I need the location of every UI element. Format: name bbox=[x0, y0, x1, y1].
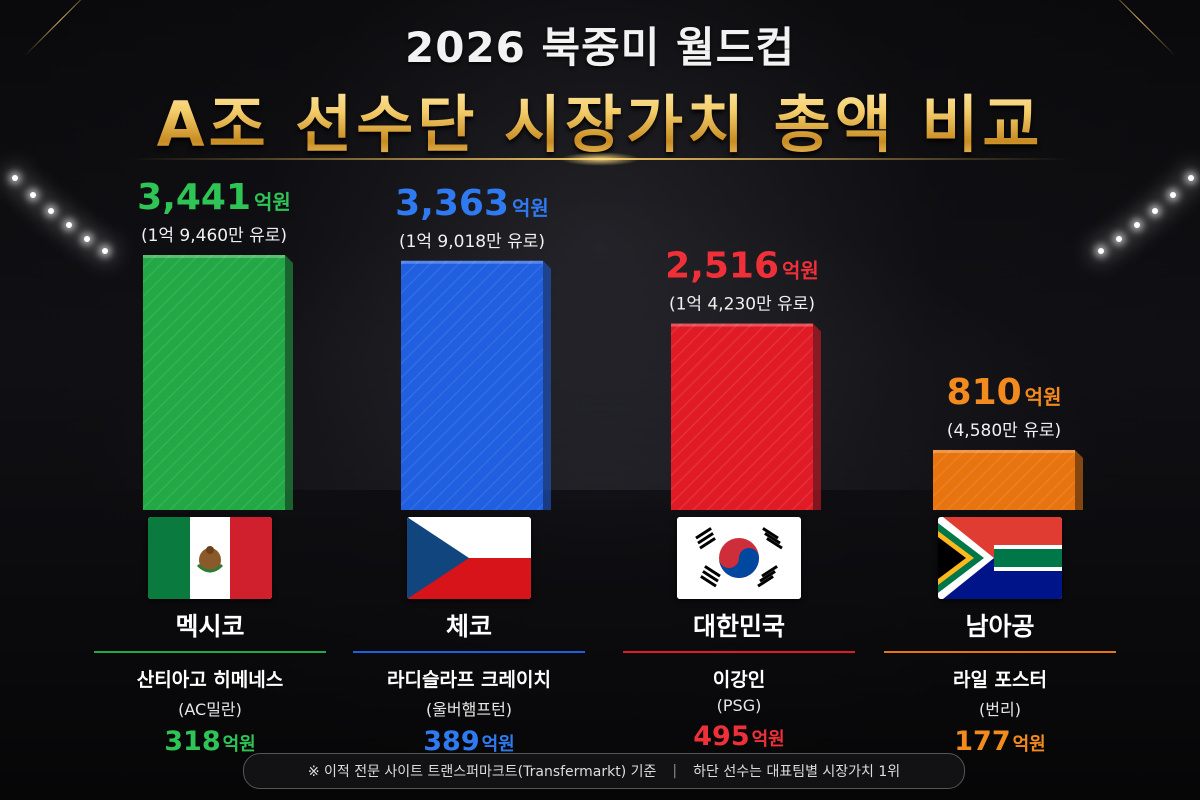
country-divider bbox=[353, 651, 585, 653]
player-value-number: 389 bbox=[423, 726, 480, 757]
player-value-number: 495 bbox=[693, 721, 750, 752]
stadium-light bbox=[102, 248, 108, 254]
bar-side bbox=[813, 323, 821, 510]
country-name: 멕시코 bbox=[175, 612, 245, 641]
bar-value-label: 3,363 억원 bbox=[395, 183, 549, 224]
title-line-2: A조 선수단 시장가치 총액 비교 bbox=[0, 74, 1200, 164]
country-divider bbox=[884, 651, 1116, 653]
bar-euro-label: (4,580만 유로) bbox=[947, 421, 1061, 441]
stadium-light bbox=[66, 222, 72, 228]
stadium-light bbox=[30, 192, 36, 198]
bar-value-number: 810 bbox=[947, 372, 1022, 413]
south-africa-flag-icon bbox=[938, 517, 1062, 599]
footnote-separator: | bbox=[672, 763, 678, 779]
player-value: 389 억원 bbox=[349, 726, 589, 757]
bar-euro-label: (1억 4,230만 유로) bbox=[669, 295, 815, 315]
player-value-number: 177 bbox=[954, 726, 1011, 757]
player-value-number: 318 bbox=[164, 726, 221, 757]
bar-chart: 3,441 억원(1억 9,460만 유로)3,363 억원(1억 9,018만 유… bbox=[137, 177, 1083, 510]
bar-texture bbox=[933, 449, 1075, 510]
bar-2 bbox=[671, 323, 821, 510]
country-block-mexico: 멕시코 산티아고 히메네스 (AC밀란) 318 억원 bbox=[90, 517, 330, 757]
stadium-light bbox=[1098, 248, 1104, 254]
bar-value-unit: 억원 bbox=[1025, 385, 1062, 409]
bar-value-unit: 억원 bbox=[254, 190, 291, 214]
country-name: 대한민국 bbox=[692, 612, 785, 641]
title-line-1: 2026 북중미 월드컵 bbox=[405, 23, 795, 72]
bar-3 bbox=[933, 449, 1083, 510]
stadium-light bbox=[1188, 175, 1194, 181]
title-underline-glow bbox=[560, 152, 640, 166]
player-name: 라디슬라프 크레이치 bbox=[387, 669, 551, 691]
bar-value-number: 3,363 bbox=[395, 183, 509, 224]
bar-side bbox=[1075, 449, 1083, 510]
bar-value-unit: 억원 bbox=[512, 196, 549, 220]
bar-value-number: 3,441 bbox=[137, 177, 251, 218]
source-footnote: ※ 이적 전문 사이트 트랜스퍼마크트(Transfermarkt) 기준 | … bbox=[243, 753, 965, 789]
country-divider bbox=[94, 651, 326, 653]
country-block-south-africa: 남아공 라일 포스터 (번리) 177 억원 bbox=[880, 517, 1120, 757]
bar-1 bbox=[401, 260, 551, 510]
bar-0 bbox=[143, 255, 293, 510]
country-block-czech: 체코 라디슬라프 크레이치 (울버햄프턴) 389 억원 bbox=[349, 517, 589, 757]
stadium-light bbox=[1170, 192, 1176, 198]
czech-flag-icon bbox=[407, 517, 531, 599]
player-value: 177 억원 bbox=[880, 726, 1120, 757]
bar-side bbox=[543, 260, 551, 510]
bar-highlight bbox=[401, 260, 543, 264]
bar-value-unit: 억원 bbox=[782, 259, 819, 283]
player-name: 이강인 bbox=[712, 669, 766, 691]
country-name: 체코 bbox=[445, 612, 492, 641]
player-value-unit: 억원 bbox=[481, 734, 515, 755]
bar-texture bbox=[401, 260, 543, 510]
country-name: 남아공 bbox=[965, 612, 1035, 641]
stadium-light bbox=[12, 175, 18, 181]
player-club: (PSG) bbox=[716, 696, 762, 715]
stadium-light bbox=[1134, 222, 1140, 228]
player-name: 산티아고 히메네스 bbox=[136, 669, 284, 691]
bar-value-label: 3,441 억원 bbox=[137, 177, 291, 218]
bar-value-label: 810 억원 bbox=[947, 372, 1062, 413]
bar-highlight bbox=[143, 255, 285, 258]
bar-euro-label: (1억 9,018만 유로) bbox=[399, 232, 545, 252]
player-value: 495 억원 bbox=[619, 721, 859, 752]
bar-value-label: 2,516 억원 bbox=[665, 246, 819, 287]
player-club: (번리) bbox=[979, 700, 1021, 719]
bar-highlight bbox=[671, 323, 813, 327]
bar-value-number: 2,516 bbox=[665, 246, 779, 287]
stadium-light bbox=[48, 208, 54, 214]
bar-texture bbox=[671, 323, 813, 510]
footnote-source: ※ 이적 전문 사이트 트랜스퍼마크트(Transfermarkt) 기준 bbox=[307, 764, 657, 780]
country-divider bbox=[623, 651, 855, 653]
stadium-light bbox=[1116, 236, 1122, 242]
stadium-light bbox=[84, 236, 90, 242]
country-block-korea: 대한민국 이강인 (PSG) 495 억원 bbox=[619, 517, 859, 752]
bar-highlight bbox=[933, 449, 1075, 453]
player-value-unit: 억원 bbox=[751, 729, 785, 750]
bar-euro-label: (1억 9,460만 유로) bbox=[141, 226, 287, 246]
player-value-unit: 억원 bbox=[1012, 734, 1046, 755]
footnote-note: 하단 선수는 대표팀별 시장가치 1위 bbox=[693, 764, 901, 780]
korea-flag-icon bbox=[677, 517, 801, 599]
player-name: 라일 포스터 bbox=[952, 669, 1047, 691]
player-club: (AC밀란) bbox=[178, 700, 242, 719]
stadium-light bbox=[1152, 208, 1158, 214]
player-value: 318 억원 bbox=[90, 726, 330, 757]
bar-side bbox=[285, 255, 293, 510]
mexico-flag-icon bbox=[148, 517, 272, 599]
player-club: (울버햄프턴) bbox=[425, 700, 513, 719]
bar-texture bbox=[143, 255, 285, 510]
player-value-unit: 억원 bbox=[222, 734, 256, 755]
